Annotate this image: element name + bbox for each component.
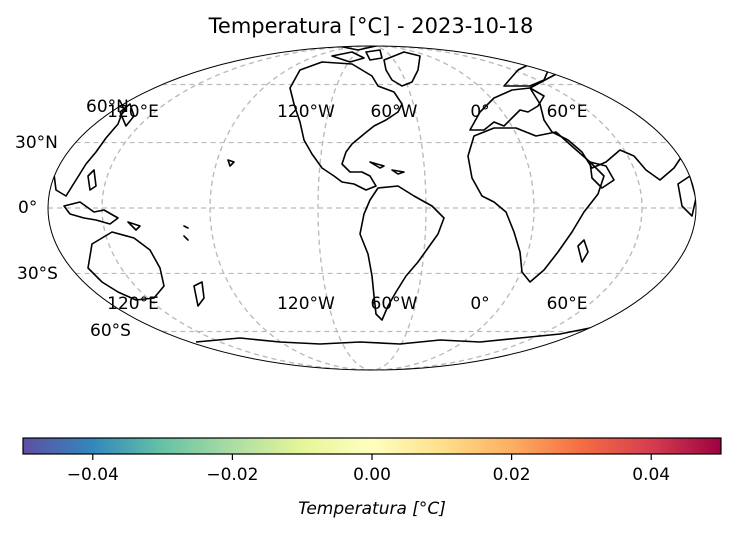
colorbar-tick-label: 0.04: [632, 465, 670, 485]
map-title: Temperatura [°C] - 2023-10-18: [208, 14, 534, 38]
globe-outline: [47, 45, 697, 371]
longitude-label-top: 120°E: [107, 102, 159, 122]
colorbar-tick-label: 0.00: [353, 465, 391, 485]
longitude-label-top: 120°W: [277, 102, 335, 122]
coastline-europe: [469, 87, 545, 131]
coastline-north-america: [289, 61, 403, 191]
longitude-label-top: 60°W: [371, 102, 418, 122]
coastline-indonesia: [63, 169, 141, 231]
coastline-arabia: [589, 161, 615, 189]
colorbar-label: Temperatura [°C]: [298, 499, 446, 519]
coastline-new-zealand: [193, 281, 205, 307]
coastline-japan: [119, 103, 135, 127]
colorbar-tick-label: −0.02: [206, 465, 258, 485]
graticule-labels: 60°N 30°N 0° 30°S 60°S 120°E 120°W 60°W 0° 60°E 12…: [15, 97, 587, 341]
latitude-label: 60°S: [90, 321, 131, 341]
longitude-label-top: 60°E: [547, 102, 588, 122]
coastline-antarctica: [195, 285, 681, 345]
colorbar-tick-label: −0.04: [67, 465, 119, 485]
graticule: [48, 46, 696, 370]
longitude-label-top: 0°: [470, 102, 489, 122]
colorbar-gradient: [22, 437, 722, 455]
latitude-label: 0°: [18, 198, 37, 218]
latitude-label: 60°N: [86, 97, 129, 117]
coastline-east-edge: [677, 175, 696, 217]
longitude-label-bottom: 0°: [470, 294, 489, 314]
coastline-south-america: [359, 185, 445, 321]
longitude-line: [317, 46, 427, 370]
longitude-label-bottom: 120°E: [107, 294, 159, 314]
longitude-label-bottom: 120°W: [277, 294, 335, 314]
coastline-greenland: [383, 51, 421, 87]
longitude-line: [209, 46, 535, 370]
coastline-caribbean: [369, 161, 405, 175]
latitude-label: 30°S: [17, 264, 58, 284]
coastline-small-islands: [183, 159, 235, 241]
coastline-africa: [467, 127, 605, 283]
colorbar: −0.04 −0.02 0.00 0.02 0.04 Temperatura [°C]: [22, 437, 722, 519]
colorbar-tick-label: 0.02: [493, 465, 531, 485]
coastline-australia: [87, 231, 165, 301]
latitude-label: 30°N: [15, 133, 58, 153]
colorbar-ticks: −0.04 −0.02 0.00 0.02 0.04: [67, 454, 670, 485]
longitude-label-bottom: 60°W: [371, 294, 418, 314]
coastline-asia: [529, 65, 695, 181]
longitude-label-bottom: 60°E: [547, 294, 588, 314]
coastline-madagascar: [577, 239, 589, 263]
coastlines: [51, 46, 696, 345]
longitude-line: [101, 46, 643, 370]
coastline-arctic-islands: [331, 46, 383, 63]
